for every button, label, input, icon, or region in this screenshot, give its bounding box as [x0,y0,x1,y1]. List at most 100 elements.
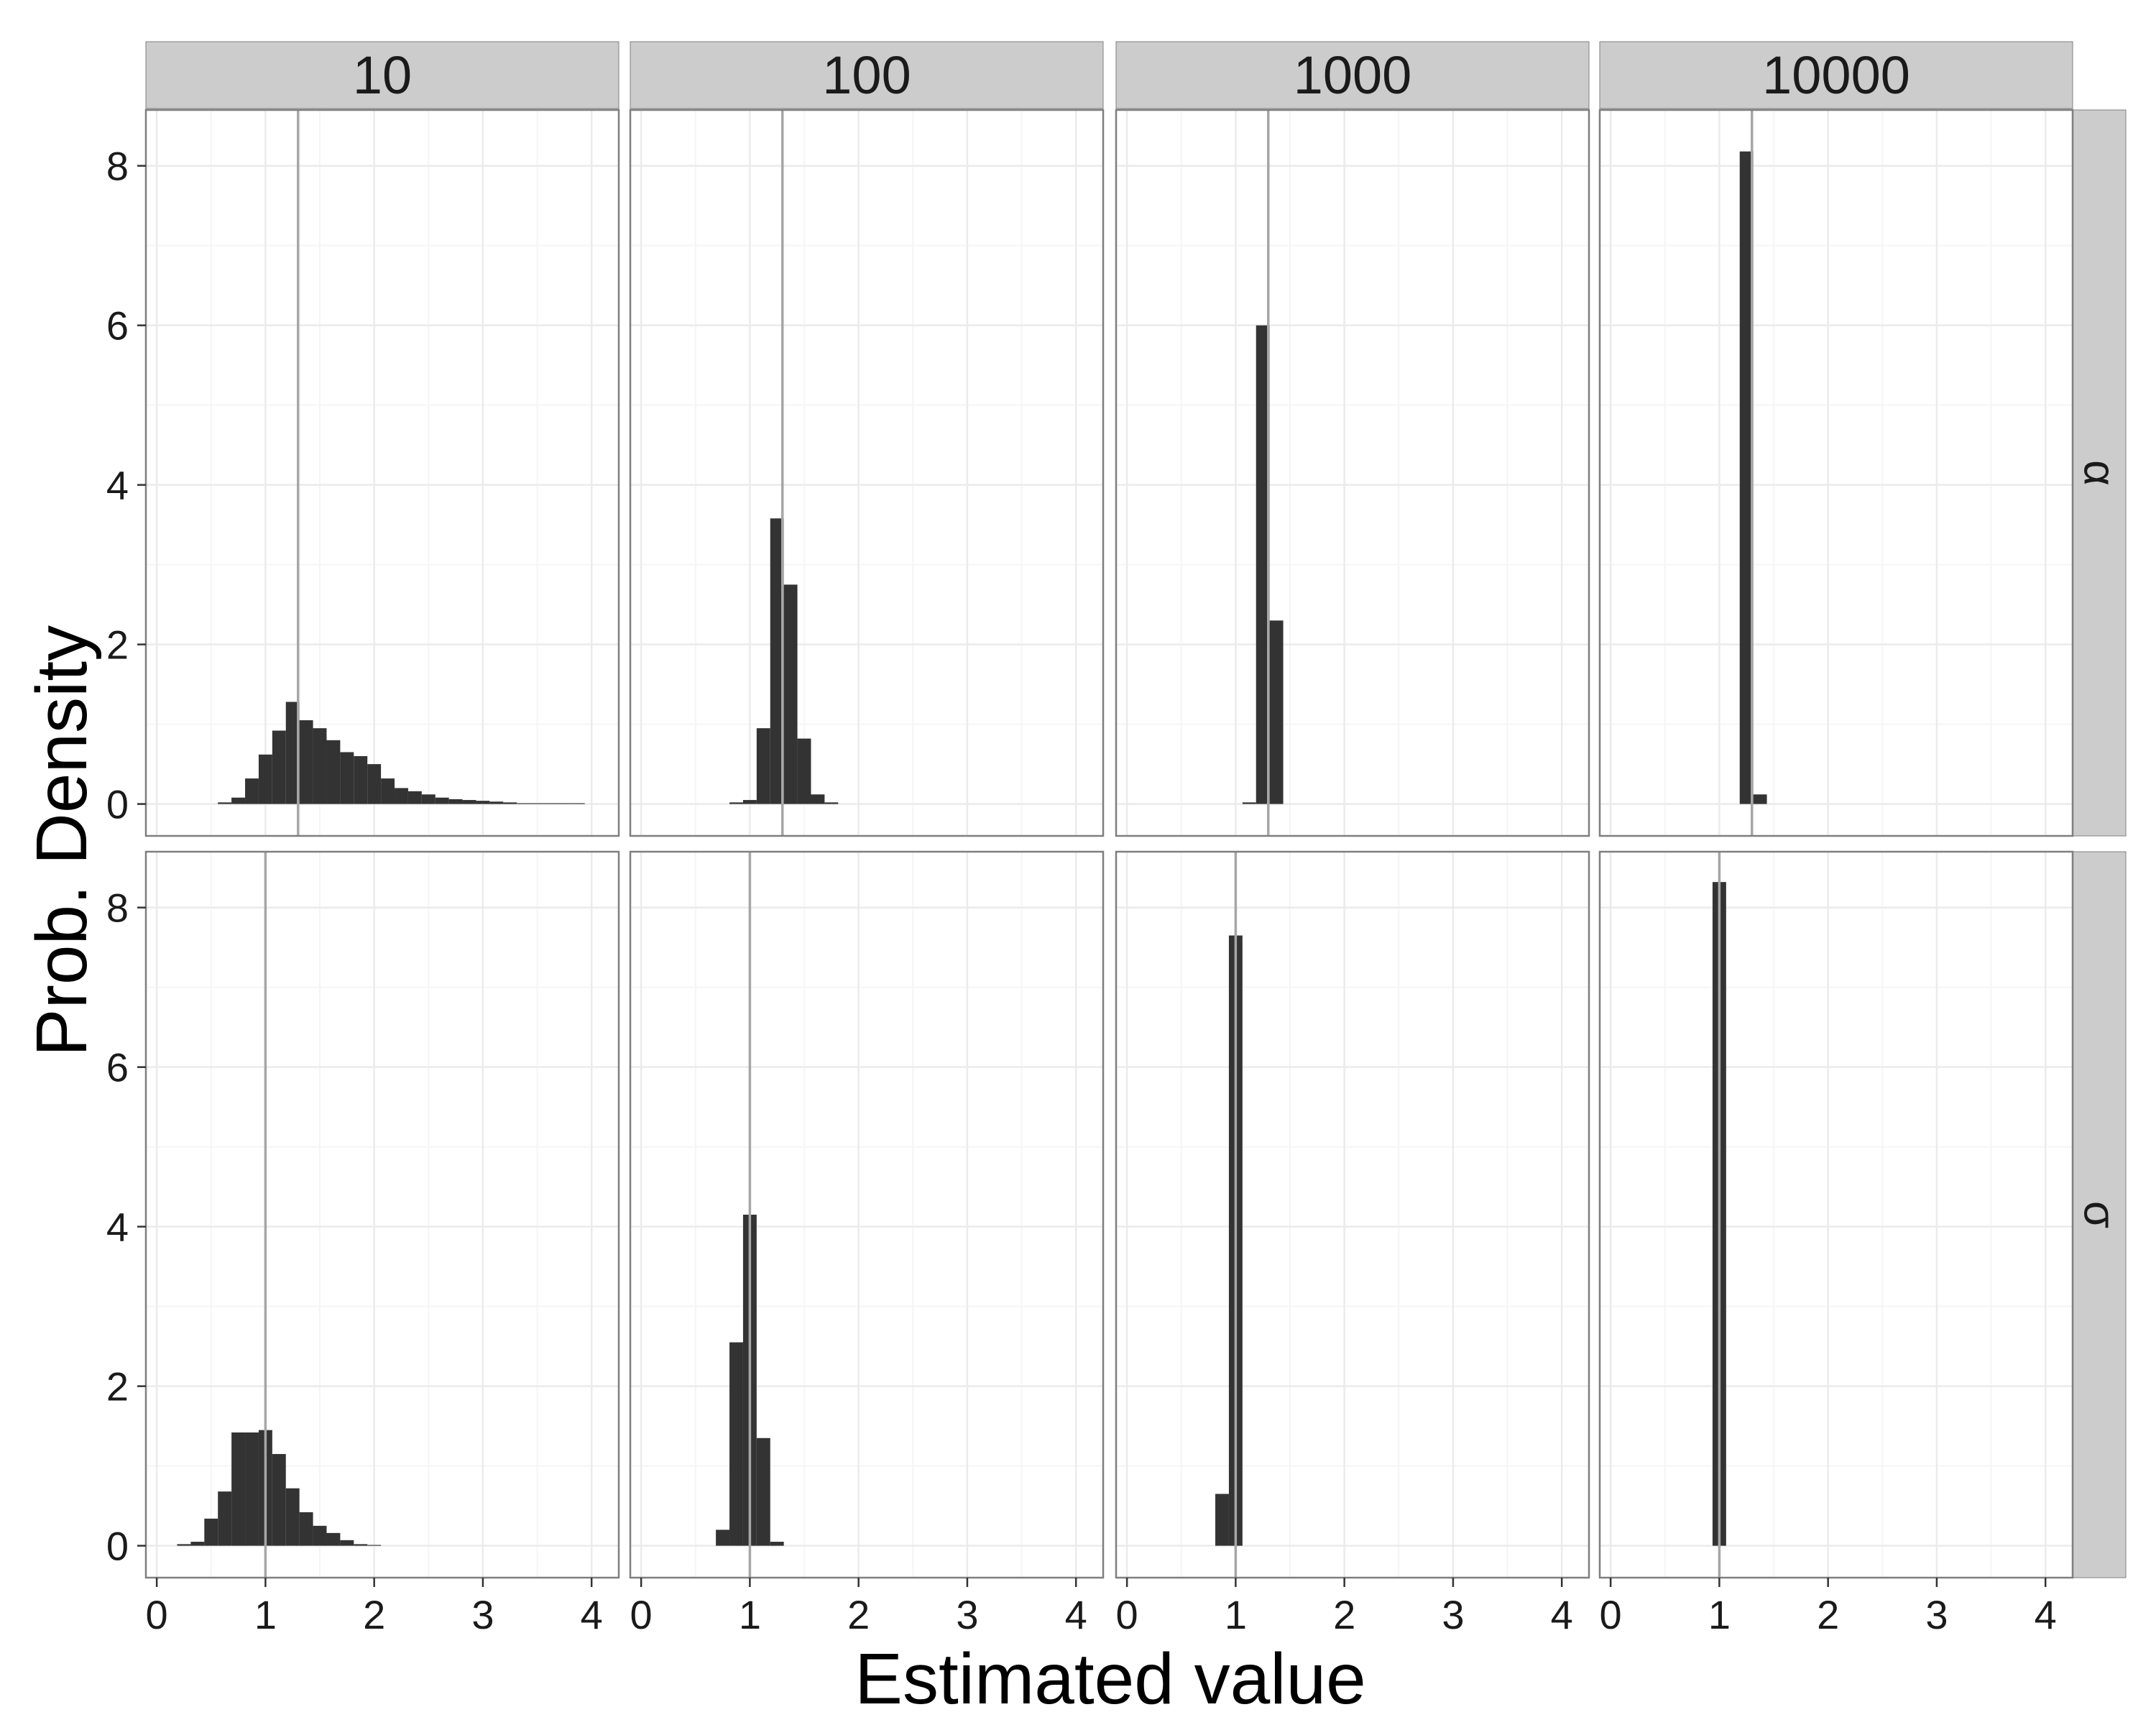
x-tick-label: 1 [1708,1592,1731,1637]
histogram-bar [557,803,571,804]
histogram-bar [340,752,354,804]
y-axis-title: Prob. Density [22,625,102,1057]
strip-label-10000: 10000 [1762,45,1910,105]
histogram-bar [716,1530,730,1546]
panel-background [630,110,1103,836]
histogram-bar [299,720,313,804]
histogram-bar [326,740,341,804]
histogram-bar [729,1342,743,1546]
y-tick-label: 8 [106,144,129,189]
x-tick-label: 1 [739,1592,761,1637]
histogram-bar [299,1512,313,1546]
histogram-bar [489,801,504,804]
histogram-bar [811,794,825,804]
panel-border [144,850,620,1579]
histogram-bar [476,801,490,804]
histogram-bar [245,1432,259,1546]
panel-σ-100 [629,850,1105,1579]
histogram-bar [530,803,545,804]
strip-1000 [1115,41,1590,109]
x-tick-label: 3 [471,1592,494,1637]
x-tick-label: 2 [1333,1592,1355,1637]
histogram-bar [797,738,811,804]
histogram-bar [421,794,436,804]
panel-border [144,109,620,837]
strip-10 [145,41,619,109]
panel-background [1600,110,2073,836]
histogram-bar [1739,151,1754,804]
histogram-bar [1256,325,1270,804]
row-strip-label-0: α [2075,460,2124,486]
histogram-bar [395,788,408,804]
x-tick-label: 3 [1925,1592,1948,1637]
x-tick-label: 3 [1442,1592,1464,1637]
y-tick-label: 8 [106,886,129,931]
panel-border [1115,109,1590,837]
y-tick-label: 6 [106,1045,129,1090]
histogram-bar [770,518,784,804]
panel-border [1598,109,2074,837]
panel-background [1600,852,2073,1578]
y-tick-label: 6 [106,303,129,349]
histogram-bar [326,1532,341,1546]
histogram-bar [1242,802,1256,804]
histogram-bar [204,1518,218,1546]
y-tick-label: 0 [106,782,129,827]
x-tick-label: 4 [1065,1592,1087,1637]
y-tick-label: 4 [106,1205,129,1250]
histogram-bar [407,791,422,804]
panel-σ-10 [144,850,620,1579]
histogram-bar [770,1542,784,1546]
strip-label-100: 100 [822,45,911,105]
x-tick-label: 0 [630,1592,653,1637]
histogram-bar [190,1542,205,1546]
x-tick-label: 2 [363,1592,385,1637]
histogram-bar [231,797,246,804]
row-strip-label-1: σ [2075,1201,2124,1228]
histogram-bar [313,1525,327,1546]
x-tick-label: 0 [1600,1592,1622,1637]
histogram-bar [381,778,395,804]
histogram-bar [544,803,558,804]
histogram-bar [354,1544,368,1546]
y-tick-label: 2 [106,1364,129,1409]
histogram-bar [824,802,839,804]
x-tick-label: 0 [146,1592,168,1637]
x-axis-title: Estimated value [854,1639,1365,1719]
panel-background [1116,852,1589,1578]
panel-σ-1000 [1115,850,1590,1579]
histogram-bar [435,797,449,804]
histogram-bar [1753,794,1767,804]
y-tick-label: 4 [106,463,129,508]
panel-background [1116,110,1589,836]
strip-label-1000: 1000 [1294,45,1412,105]
panel-background [630,852,1103,1578]
histogram-bar [503,802,517,804]
panel-border [629,109,1105,837]
x-tick-label: 4 [2035,1592,2057,1637]
histogram-bar [340,1540,354,1546]
histogram-bar [742,800,757,804]
strip-10000 [1599,41,2073,109]
histogram-bar [218,1491,232,1546]
histogram-bar [177,1544,191,1546]
panel-background [146,110,619,836]
histogram-bar [272,1453,286,1546]
panel-border [1115,850,1590,1579]
row-strip-0 [2072,109,2127,837]
histogram-bar [272,730,286,804]
histogram-bar [571,803,585,804]
x-tick-label: 4 [1551,1592,1573,1637]
histogram-bar [231,1432,246,1546]
histogram-bar [783,584,798,804]
y-tick-label: 2 [106,622,129,668]
histogram-bar [729,802,743,804]
panel-α-100 [629,109,1105,837]
histogram-bar [285,702,300,804]
panel-α-1000 [1115,109,1590,837]
panel-α-10 [144,109,620,837]
panel-background [146,852,619,1578]
x-tick-label: 1 [1225,1592,1247,1637]
panel-α-10000 [1598,109,2074,837]
